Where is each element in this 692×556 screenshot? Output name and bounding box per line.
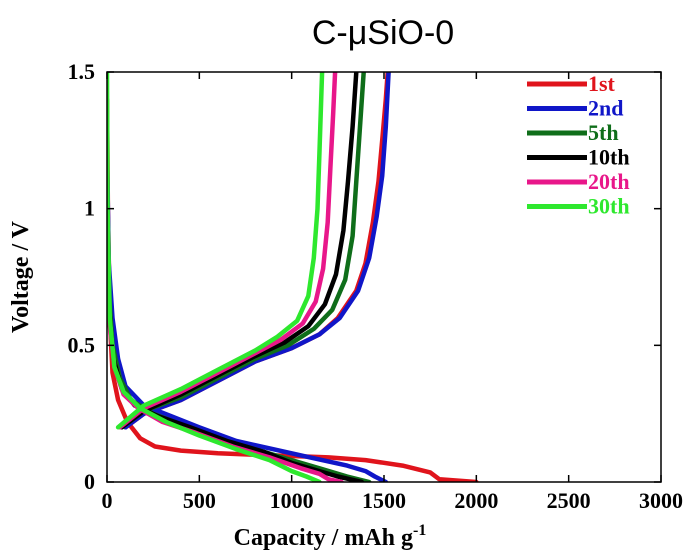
y-axis-title: Voltage / V <box>8 220 34 333</box>
x-tick-label: 0 <box>102 488 113 513</box>
legend-label-30th: 30th <box>588 194 630 219</box>
x-tick-label: 1000 <box>270 488 314 513</box>
series-30th-discharge-line <box>107 72 322 482</box>
legend-label-1st: 1st <box>588 71 616 96</box>
chart-title: C-μSiO-0 <box>312 14 454 52</box>
legend-label-20th: 20th <box>588 169 630 194</box>
legend-label-10th: 10th <box>588 145 630 170</box>
y-tick-label: 1.5 <box>68 59 96 84</box>
y-axis-ticks: 0 0.5 1 1.5 <box>68 59 661 494</box>
x-tick-label: 2500 <box>547 488 591 513</box>
series-layer <box>107 72 479 482</box>
series-2nd-discharge-line <box>107 151 389 482</box>
x-axis-ticks: 0 500 1000 1500 2000 2500 3000 <box>102 72 683 513</box>
x-axis-title-text: Capacity / mAh g <box>234 525 413 551</box>
x-tick-label: 2000 <box>454 488 498 513</box>
y-tick-label: 0.5 <box>68 332 96 357</box>
x-axis-title: Capacity / mAh g-1 <box>234 522 427 551</box>
x-tick-label: 3000 <box>639 488 683 513</box>
x-tick-label: 500 <box>183 488 216 513</box>
series-2nd-charge-line <box>123 72 391 430</box>
series-5th-charge-line <box>119 72 366 430</box>
series-30th-charge-line <box>115 72 325 430</box>
legend-label-5th: 5th <box>588 120 619 145</box>
legend-label-2nd: 2nd <box>588 96 623 121</box>
y-tick-label: 1 <box>84 196 95 221</box>
series-20th-charge-line <box>117 72 338 430</box>
y-tick-label: 0 <box>84 469 95 494</box>
series-1st-discharge-line <box>107 97 479 482</box>
series-10th-charge-line <box>119 72 359 430</box>
x-axis-title-superscript: -1 <box>413 522 426 539</box>
x-tick-label: 1500 <box>362 488 406 513</box>
